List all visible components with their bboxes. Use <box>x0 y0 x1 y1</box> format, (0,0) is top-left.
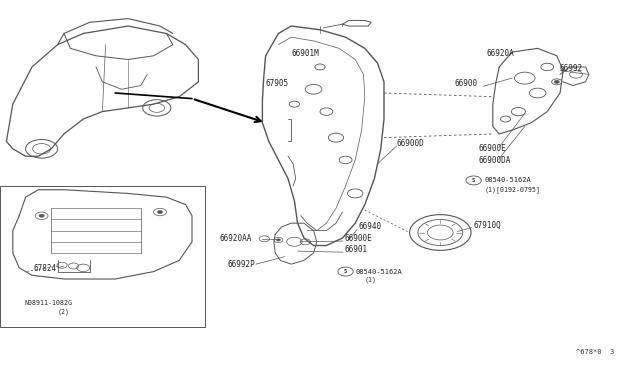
Text: 67910Q: 67910Q <box>474 221 501 230</box>
Text: 67824: 67824 <box>33 264 56 273</box>
Circle shape <box>554 80 559 83</box>
Text: 67905: 67905 <box>266 79 289 88</box>
Circle shape <box>276 239 280 241</box>
Circle shape <box>39 214 44 217</box>
Text: S: S <box>472 178 476 183</box>
Circle shape <box>157 211 163 214</box>
Text: 66900: 66900 <box>454 79 477 88</box>
Text: ^678*0  3: ^678*0 3 <box>576 349 614 355</box>
Text: 66920AA: 66920AA <box>220 234 252 243</box>
Text: (1)[0192-0795]: (1)[0192-0795] <box>484 186 540 193</box>
Text: (2): (2) <box>58 308 70 315</box>
Text: 66940: 66940 <box>358 222 381 231</box>
Text: 66900DA: 66900DA <box>479 156 511 165</box>
Text: 66901M: 66901M <box>291 49 319 58</box>
Text: (1): (1) <box>365 276 377 283</box>
Text: 66900D: 66900D <box>397 139 424 148</box>
Text: 08540-5162A: 08540-5162A <box>355 269 402 275</box>
Text: 66900E: 66900E <box>479 144 506 153</box>
Text: S: S <box>344 269 348 274</box>
Text: 66992: 66992 <box>560 64 583 73</box>
Text: N08911-1082G: N08911-1082G <box>24 300 72 306</box>
Text: 66920A: 66920A <box>486 49 514 58</box>
Text: 66992P: 66992P <box>227 260 255 269</box>
Text: 66900E: 66900E <box>344 234 372 243</box>
Bar <box>0 186 205 327</box>
Text: 66901: 66901 <box>344 246 367 254</box>
Text: 08540-5162A: 08540-5162A <box>484 177 531 183</box>
